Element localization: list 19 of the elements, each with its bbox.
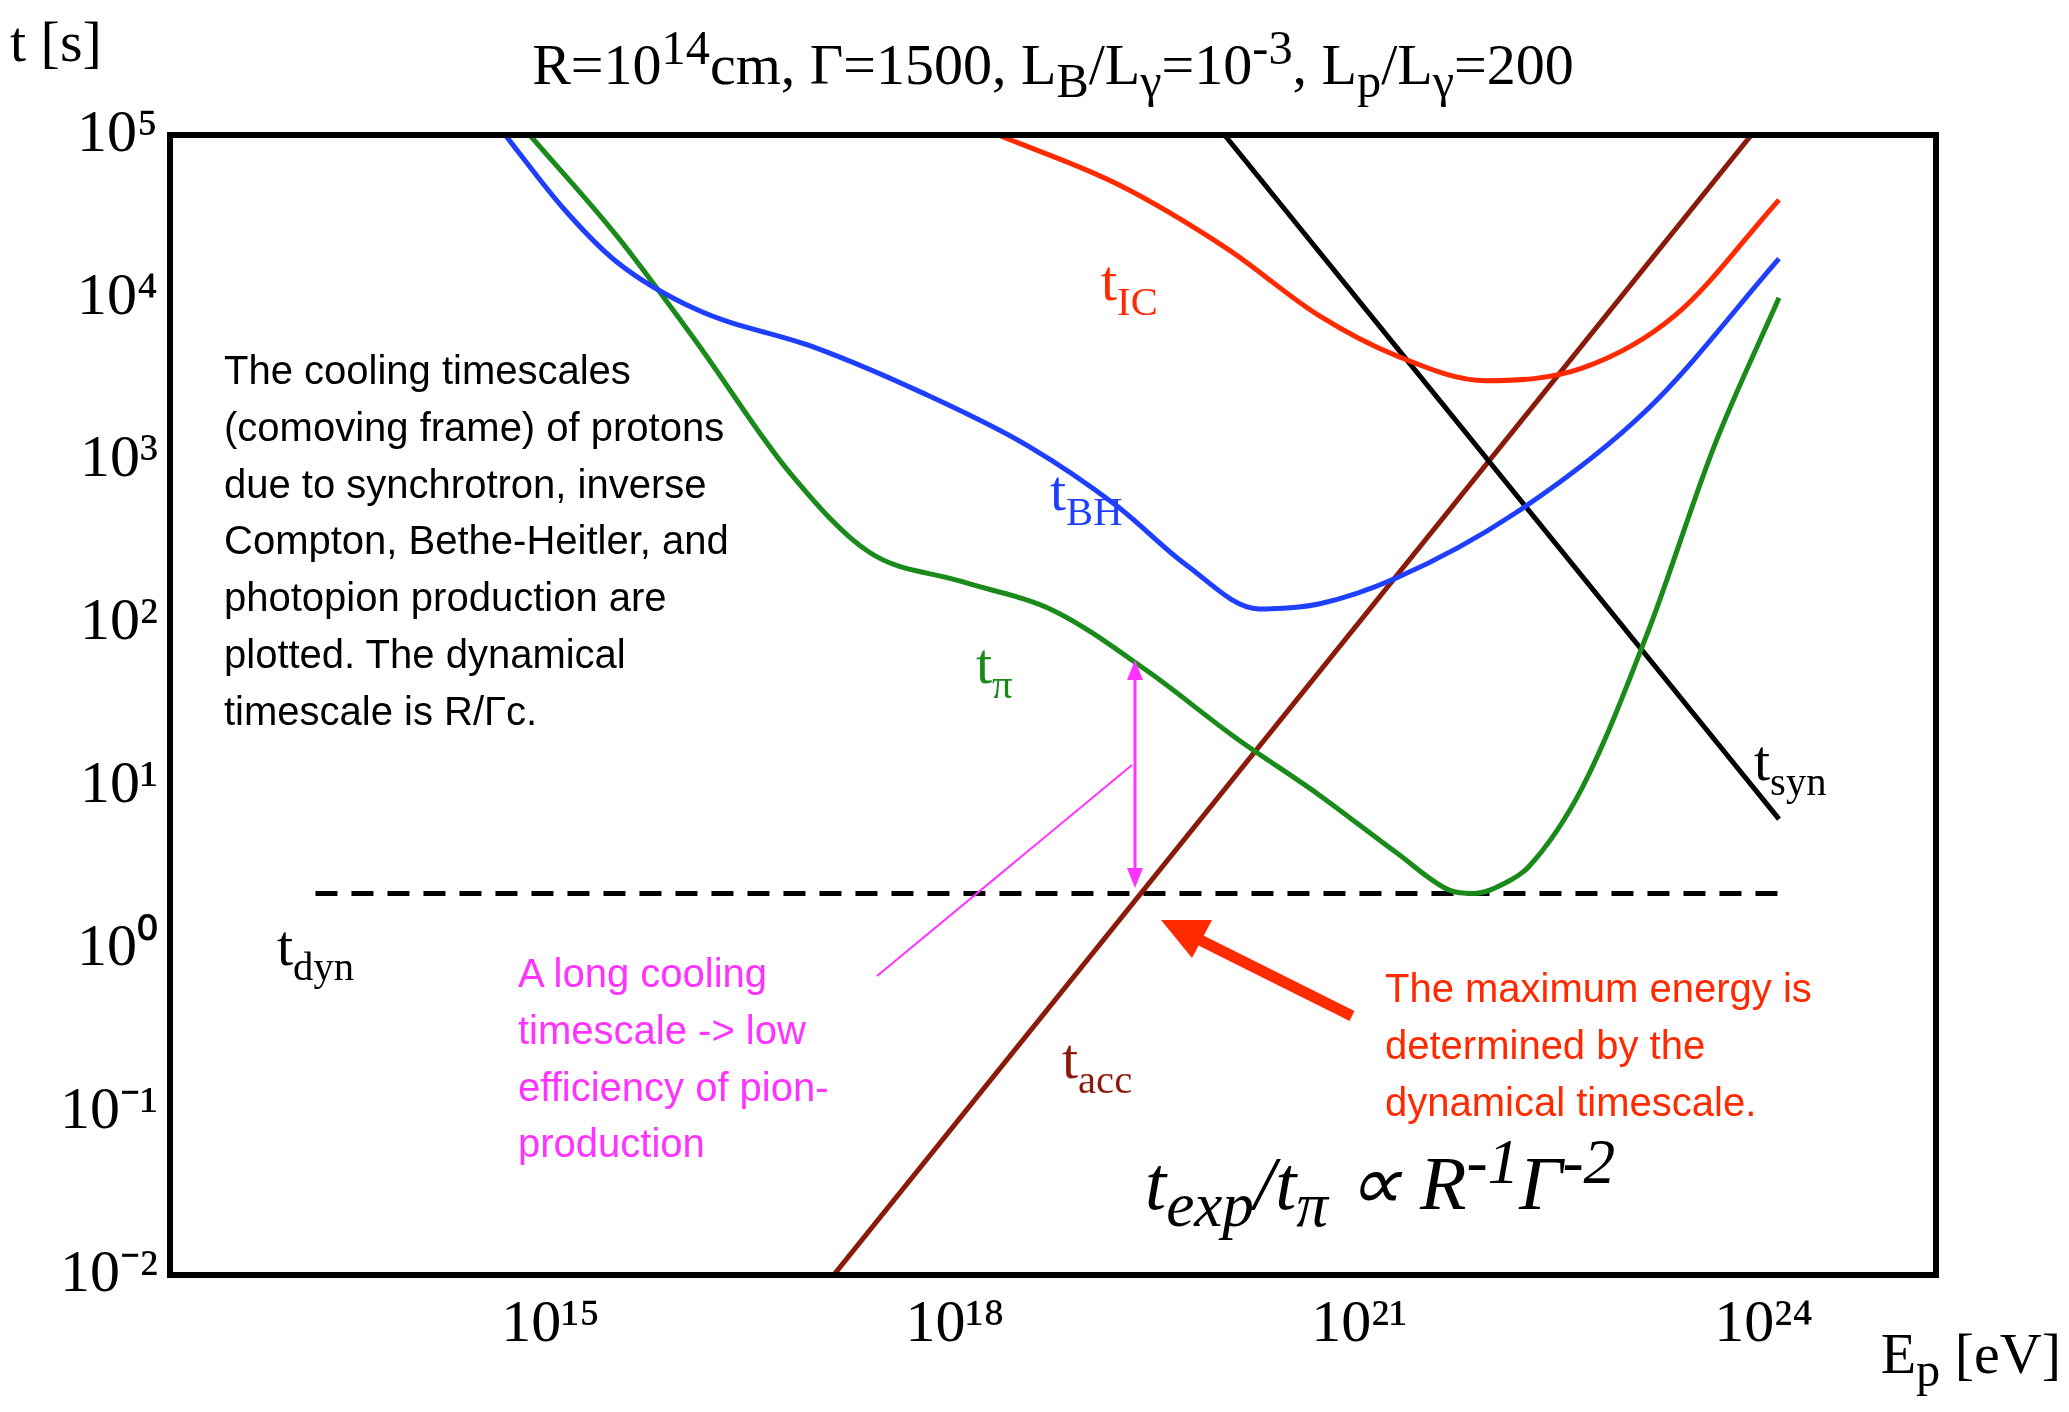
x-tick-label: 10¹⁸: [905, 1287, 1005, 1354]
chart-title: R=10$^{14}$cm, Γ=1500, L$_{B}$/L$_{γ}$=10$^{-3}$, L$_{p}$/L$_{γ}$=200: [532, 21, 1574, 107]
y-tick-label: 10⁵: [77, 97, 158, 164]
y-tick-label: 10²: [80, 586, 158, 653]
y-tick-label: 10¹: [80, 749, 158, 816]
annotation: A long cooling timescale -> low efficiency of pion-production: [518, 950, 830, 1168]
y-tick-label: 10⁻²: [60, 1237, 158, 1304]
y-tick-label: 10³: [80, 423, 158, 490]
annotation: The maximum energy is determined by the dynamical timescale.: [1385, 966, 1812, 1124]
annotation: The cooling timescales (comoving frame) of protons due to synchrotron, inverse Compton, Bethe-Heitler, and photopion production are plotted. The dynamical timescale is R/Γc.: [224, 347, 730, 735]
annotation: t$_{exp}$/t$_{π}$ ∝ R$^{-1}$Γ$^{-2}$: [1145, 1127, 1616, 1240]
y-tick-label: 10⁴: [77, 260, 158, 327]
y-tick-label: 10⁰: [77, 912, 158, 979]
x-axis-title: E$_{p}$ [eV]: [1880, 1320, 2061, 1397]
x-tick-label: 10²¹: [1311, 1287, 1408, 1354]
y-tick-label: 10⁻¹: [60, 1074, 158, 1141]
x-tick-label: 10¹⁵: [501, 1287, 601, 1354]
x-tick-label: 10²⁴: [1714, 1287, 1814, 1354]
y-axis-title: t [s]: [10, 8, 102, 75]
